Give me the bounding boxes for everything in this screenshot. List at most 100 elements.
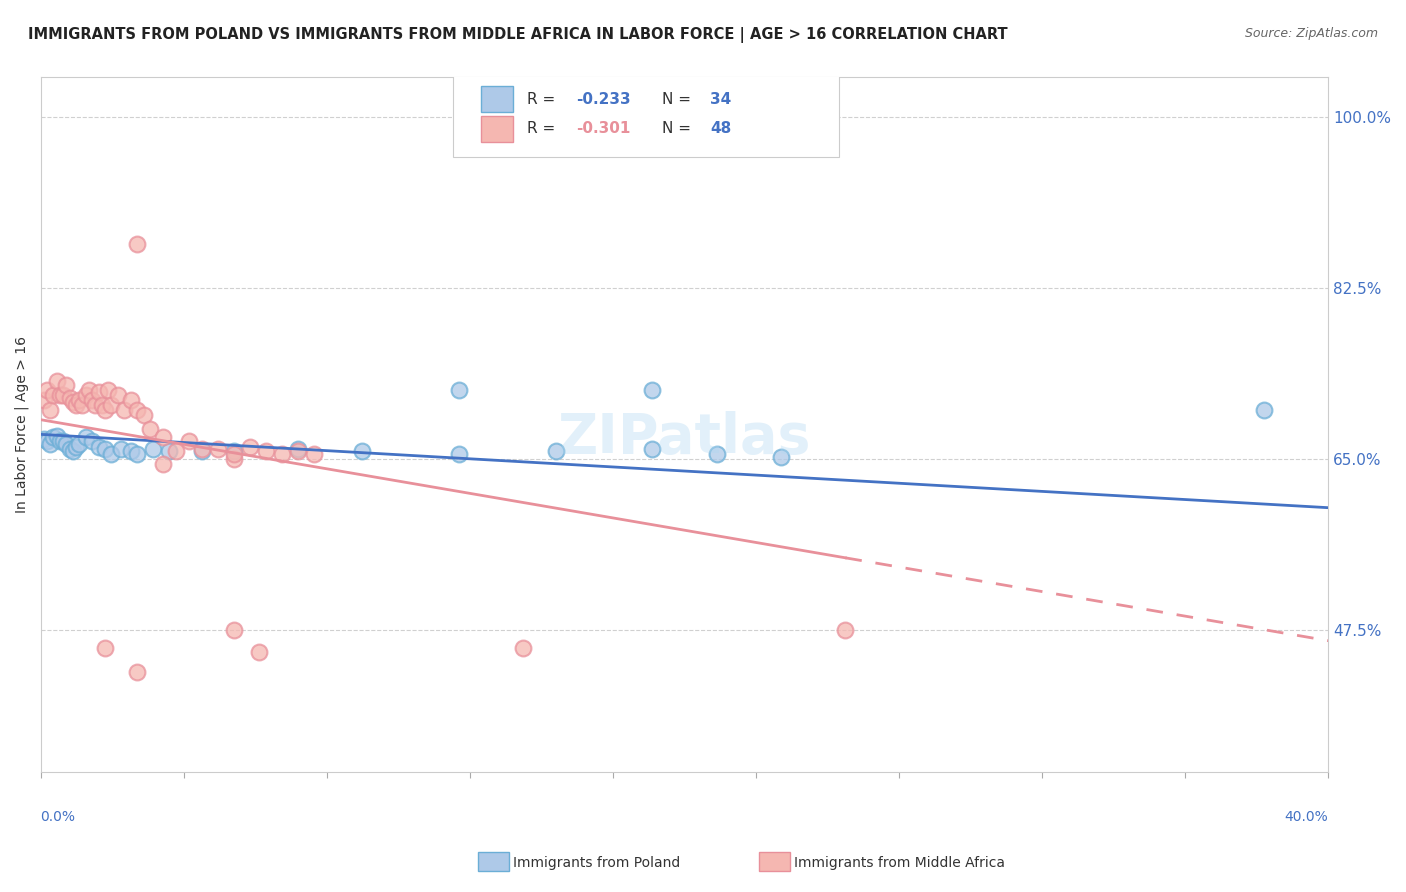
Point (32, 432, 55, 446)
Point (127, 236, 149, 251)
Point (112, 403, 135, 417)
Point (94, 641, 117, 656)
Point (58, 391, 80, 405)
Point (35, 384, 58, 398)
FancyBboxPatch shape (453, 74, 839, 157)
Point (641, 384, 664, 398)
Point (42, 430, 65, 444)
Text: Source: ZipAtlas.com: Source: ZipAtlas.com (1244, 27, 1378, 40)
Point (127, 403, 149, 417)
Point (52, 388, 75, 402)
Point (90, 398, 112, 412)
Point (271, 447, 294, 461)
Point (62, 444, 84, 458)
Point (94, 403, 117, 417)
Text: Immigrants from Poland: Immigrants from Poland (513, 855, 681, 870)
Point (94, 442, 117, 456)
Point (834, 623, 856, 637)
Point (72, 398, 94, 412)
Point (706, 447, 728, 461)
Point (58, 442, 80, 456)
Point (139, 422, 162, 436)
Point (35, 434, 58, 449)
Point (45, 374, 67, 388)
FancyBboxPatch shape (481, 87, 513, 112)
Text: -0.233: -0.233 (576, 92, 631, 107)
Point (84, 398, 107, 412)
Point (65, 440, 87, 454)
Point (100, 447, 122, 461)
Point (107, 388, 129, 402)
Point (287, 442, 309, 456)
Point (287, 444, 309, 458)
Point (254, 444, 277, 458)
Text: IMMIGRANTS FROM POLAND VS IMMIGRANTS FROM MIDDLE AFRICA IN LABOR FORCE | AGE > 1: IMMIGRANTS FROM POLAND VS IMMIGRANTS FRO… (28, 27, 1008, 43)
Point (177, 434, 200, 449)
Point (222, 451, 245, 466)
Text: ZIPatlas: ZIPatlas (558, 411, 811, 466)
Point (100, 398, 122, 412)
Point (49, 388, 72, 402)
Point (52, 434, 75, 449)
Point (87, 385, 110, 400)
Text: R =: R = (527, 121, 561, 136)
Point (190, 444, 212, 458)
Point (39, 403, 62, 417)
Point (82, 393, 104, 408)
Y-axis label: In Labor Force | Age > 16: In Labor Force | Age > 16 (15, 336, 30, 513)
Point (222, 447, 245, 461)
Point (39, 437, 62, 451)
Point (190, 442, 212, 456)
Point (110, 442, 132, 456)
Point (249, 645, 271, 659)
Point (32, 393, 55, 408)
Point (132, 408, 155, 422)
Point (127, 447, 149, 461)
Point (447, 384, 470, 398)
Point (142, 442, 165, 456)
Text: 34: 34 (710, 92, 731, 107)
Point (82, 434, 104, 449)
Point (152, 430, 174, 444)
Text: N =: N = (662, 92, 696, 107)
Point (352, 444, 374, 458)
Point (62, 395, 84, 409)
Text: 40.0%: 40.0% (1285, 810, 1329, 824)
Point (65, 398, 87, 412)
Point (544, 444, 567, 458)
Point (641, 442, 664, 456)
Text: -0.301: -0.301 (576, 121, 631, 136)
Point (97, 384, 120, 398)
Text: 0.0%: 0.0% (41, 810, 76, 824)
Point (152, 457, 174, 471)
Text: R =: R = (527, 92, 561, 107)
Point (239, 440, 262, 454)
Point (75, 430, 97, 444)
Point (302, 447, 325, 461)
Text: Immigrants from Middle Africa: Immigrants from Middle Africa (794, 855, 1005, 870)
Point (55, 437, 77, 451)
Point (165, 444, 187, 458)
Point (49, 434, 72, 449)
Text: 48: 48 (710, 121, 731, 136)
Point (222, 623, 245, 637)
Point (75, 388, 97, 402)
Point (120, 393, 142, 408)
Point (67, 393, 90, 408)
Point (1253, 403, 1275, 417)
FancyBboxPatch shape (481, 116, 513, 142)
Point (769, 450, 792, 464)
Point (67, 437, 90, 451)
Point (77, 384, 100, 398)
Point (157, 444, 180, 458)
Point (120, 444, 142, 458)
Point (222, 444, 245, 458)
Point (87, 440, 110, 454)
Point (45, 429, 67, 443)
Text: N =: N = (662, 121, 696, 136)
Point (207, 442, 229, 456)
Point (42, 388, 65, 402)
Point (512, 641, 534, 656)
Point (127, 665, 149, 679)
Point (55, 378, 77, 392)
